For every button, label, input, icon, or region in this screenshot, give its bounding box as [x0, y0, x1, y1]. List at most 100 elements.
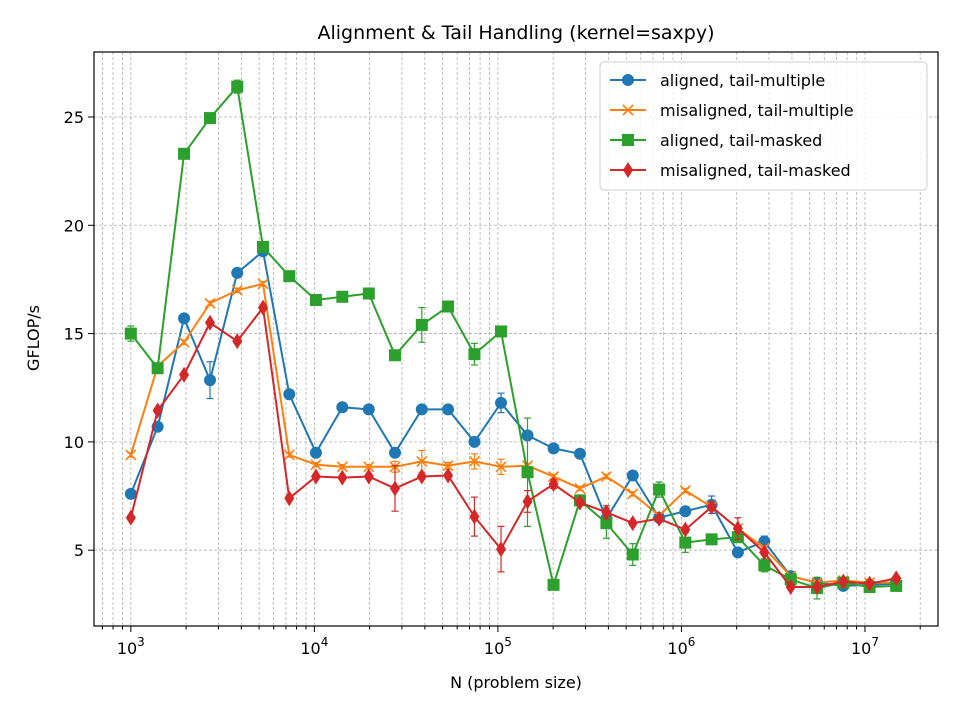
data-point	[363, 468, 374, 485]
data-point	[442, 403, 455, 416]
data-point	[838, 573, 849, 590]
data-point	[310, 459, 322, 471]
legend-label: aligned, tail-multiple	[660, 71, 825, 90]
data-point	[178, 312, 191, 325]
legend-item: aligned, tail-masked	[610, 131, 822, 150]
data-point	[758, 559, 771, 572]
data-point	[283, 449, 295, 461]
data-point	[469, 508, 480, 525]
data-point	[522, 493, 533, 510]
data-point	[759, 544, 770, 561]
data-point	[363, 461, 375, 473]
data-point	[204, 297, 216, 309]
data-point	[152, 402, 163, 419]
data-point	[203, 112, 216, 125]
x-axis-label: N (problem size)	[450, 673, 582, 692]
data-point	[785, 579, 796, 596]
legend-box	[599, 61, 928, 191]
data-point	[415, 403, 428, 416]
y-tick-label: 5	[74, 541, 84, 560]
data-point	[626, 469, 639, 482]
data-point	[362, 403, 375, 416]
legend-label: misaligned, tail-masked	[660, 161, 851, 180]
data-point	[732, 520, 743, 537]
series-4	[125, 299, 902, 596]
data-point	[731, 546, 744, 559]
data-point	[310, 468, 321, 485]
series-layer	[124, 79, 903, 600]
data-point	[626, 548, 639, 561]
data-point	[283, 270, 296, 283]
data-point	[151, 362, 164, 375]
data-point	[627, 515, 638, 532]
data-point	[204, 314, 215, 331]
data-point	[336, 401, 349, 414]
y-tick-label: 25	[64, 108, 84, 127]
data-point	[574, 482, 586, 495]
data-point	[125, 509, 136, 526]
data-point	[574, 494, 585, 511]
data-point	[443, 467, 454, 484]
data-point	[573, 447, 586, 460]
data-point	[468, 348, 481, 361]
data-point	[389, 480, 400, 497]
data-point	[415, 318, 428, 331]
data-point	[600, 470, 612, 483]
data-point	[388, 446, 401, 459]
data-point	[362, 287, 375, 300]
data-point	[442, 460, 454, 472]
data-point	[547, 442, 560, 455]
x-tick-label: 105	[484, 635, 512, 658]
data-point	[309, 446, 322, 459]
data-point	[416, 455, 428, 467]
data-point	[495, 461, 507, 473]
data-point	[601, 504, 612, 521]
data-point	[336, 461, 348, 473]
legend-marker	[623, 162, 633, 178]
legend-item: misaligned, tail-multiple	[610, 101, 854, 120]
data-point	[600, 517, 613, 530]
data-point	[864, 575, 875, 592]
chart-title: Alignment & Tail Handling (kernel=saxpy)	[317, 22, 714, 44]
data-point	[653, 483, 666, 496]
series-line	[129, 306, 897, 589]
data-point	[468, 455, 480, 467]
legend-item: aligned, tail-multiple	[610, 71, 825, 90]
legend-marker	[622, 134, 634, 146]
legend-label: misaligned, tail-multiple	[660, 101, 854, 120]
data-point	[679, 485, 691, 497]
data-point	[891, 570, 902, 587]
data-point	[178, 147, 191, 160]
data-point	[496, 541, 507, 558]
data-point	[257, 278, 269, 290]
data-point	[679, 505, 692, 518]
data-point	[495, 325, 508, 338]
legend-marker	[622, 104, 634, 116]
data-point	[812, 579, 823, 596]
data-point	[232, 333, 243, 350]
data-point	[679, 536, 692, 549]
data-point	[705, 533, 718, 546]
data-point	[337, 469, 348, 486]
data-point	[203, 374, 216, 387]
data-point	[495, 396, 508, 409]
data-point	[680, 521, 691, 538]
data-point	[125, 449, 137, 461]
y-tick-label: 15	[64, 325, 84, 344]
y-axis-label: GFLOP/s	[24, 305, 43, 371]
data-point	[231, 266, 244, 279]
data-point	[258, 299, 269, 316]
data-point	[654, 510, 665, 527]
data-point	[309, 294, 322, 307]
data-point	[336, 290, 349, 303]
legend: aligned, tail-multiple misaligned, tail-m…	[599, 61, 928, 191]
data-point	[416, 468, 427, 485]
data-point	[442, 300, 455, 313]
data-point	[548, 476, 559, 493]
x-tick-label: 106	[667, 635, 695, 658]
data-point	[257, 240, 270, 253]
data-point	[627, 488, 639, 500]
data-point	[706, 498, 717, 515]
data-point	[231, 284, 243, 296]
